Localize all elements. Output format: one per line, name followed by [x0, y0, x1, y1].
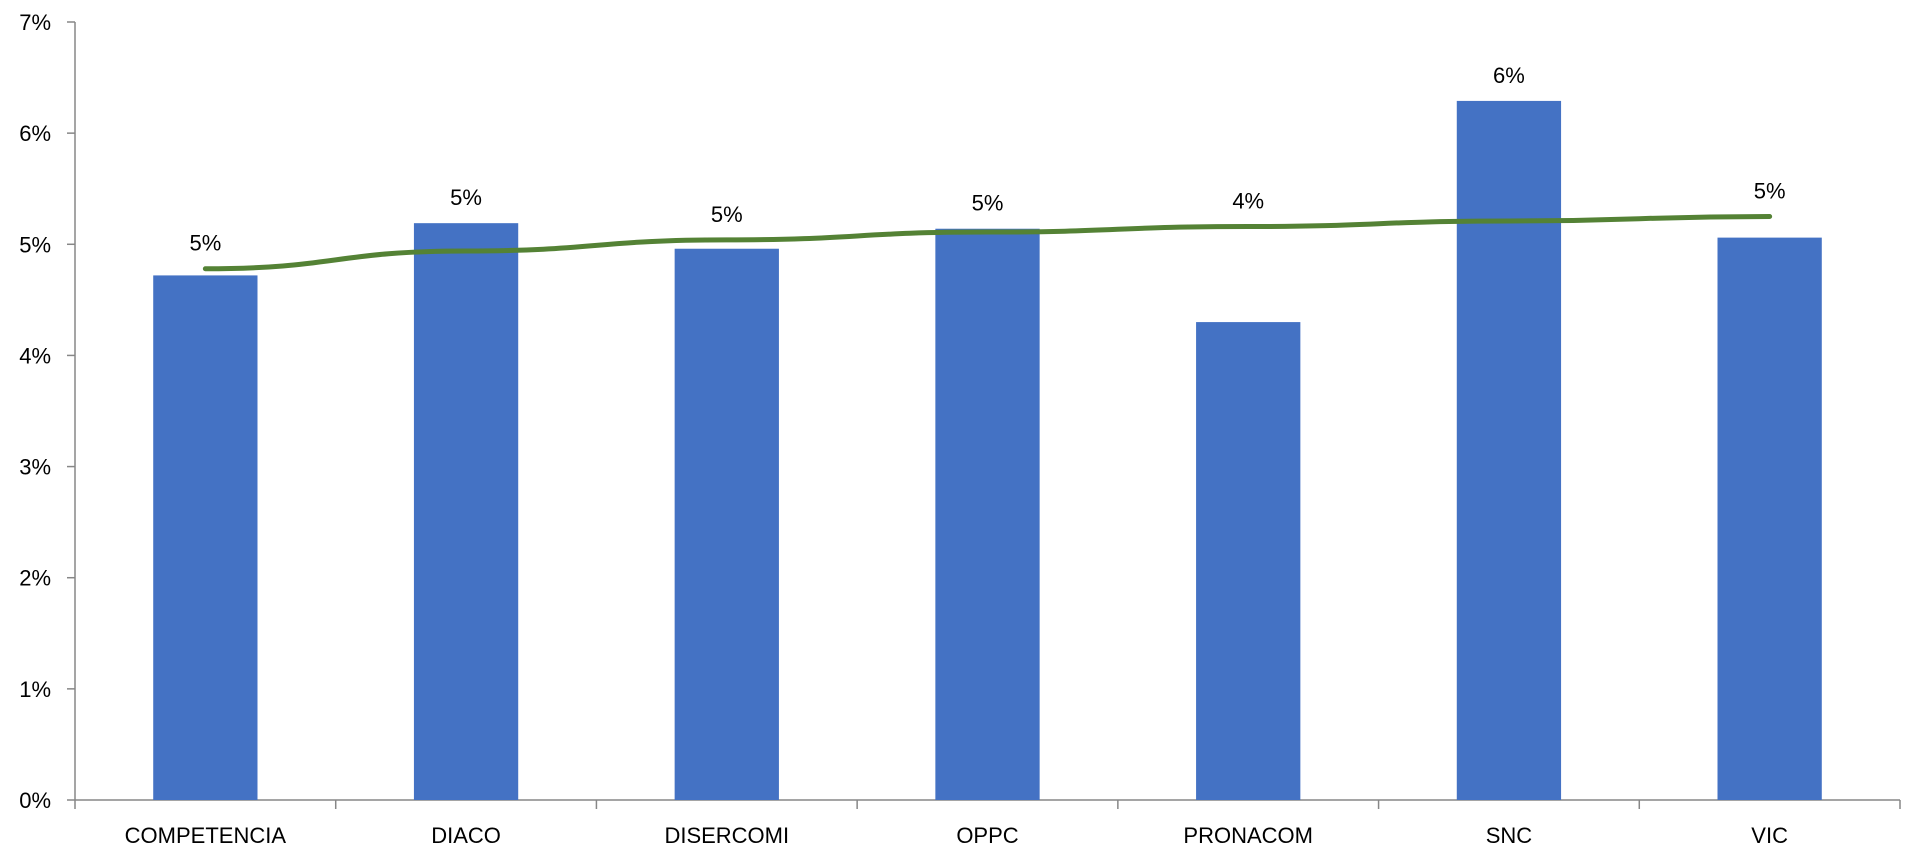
x-tick-label: VIC	[1751, 823, 1788, 848]
y-tick-label: 5%	[19, 232, 51, 257]
x-tick-label: SNC	[1486, 823, 1533, 848]
x-tick-label: DIACO	[431, 823, 501, 848]
y-tick-label: 3%	[19, 455, 51, 480]
data-label: 6%	[1493, 63, 1525, 88]
data-label: 5%	[1754, 179, 1786, 204]
bar	[1456, 100, 1562, 800]
y-tick-label: 7%	[19, 10, 51, 35]
bar	[935, 228, 1040, 800]
data-label: 4%	[1232, 189, 1264, 214]
x-tick-label: DISERCOMI	[664, 823, 789, 848]
trend-line	[202, 214, 1773, 272]
data-label: 5%	[450, 185, 482, 210]
data-label: 5%	[711, 202, 743, 227]
x-tick-label: OPPC	[956, 823, 1018, 848]
y-tick-label: 0%	[19, 788, 51, 813]
data-label: 5%	[972, 191, 1004, 216]
y-tick-label: 4%	[19, 343, 51, 368]
bar	[1196, 322, 1301, 800]
y-tick-label: 6%	[19, 121, 51, 146]
x-tick-label: COMPETENCIA	[125, 823, 287, 848]
data-label: 5%	[189, 231, 221, 256]
y-tick-label: 2%	[19, 566, 51, 591]
bar	[153, 275, 258, 800]
bar	[413, 223, 519, 800]
bar	[674, 248, 779, 800]
bar	[1717, 237, 1822, 801]
y-tick-label: 1%	[19, 677, 51, 702]
x-tick-label: PRONACOM	[1183, 823, 1313, 848]
